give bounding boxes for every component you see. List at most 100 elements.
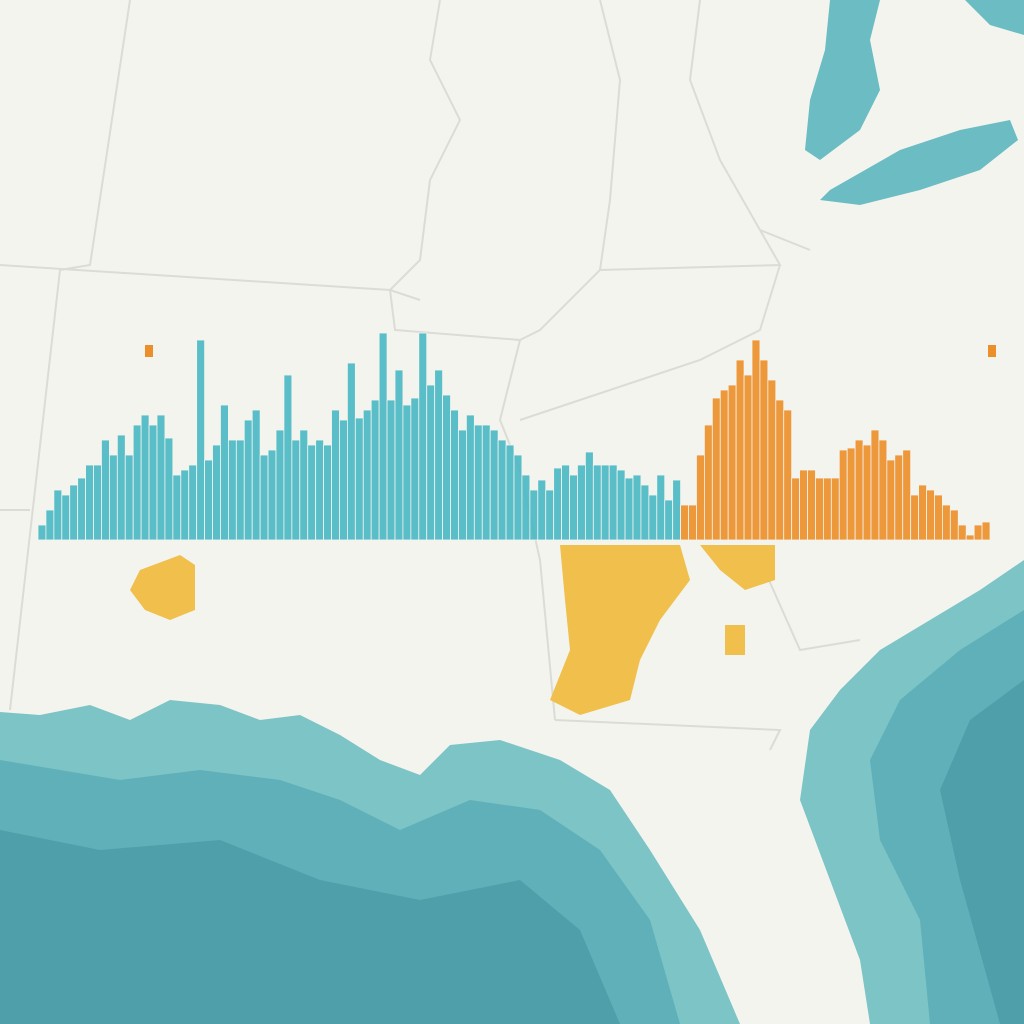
bar	[862, 444, 872, 541]
bar	[116, 434, 126, 541]
bar	[386, 399, 396, 541]
bar	[124, 454, 134, 541]
bar	[259, 454, 269, 541]
bar	[592, 464, 602, 541]
bar	[815, 477, 824, 541]
bar	[307, 444, 317, 541]
bar	[434, 369, 443, 541]
bar	[807, 469, 816, 541]
bar	[346, 362, 356, 541]
bar	[569, 474, 578, 541]
bar	[426, 384, 436, 541]
bar	[751, 339, 761, 541]
bar	[497, 439, 507, 541]
bar	[212, 444, 221, 541]
bar	[69, 484, 79, 541]
bar	[799, 469, 808, 541]
bar	[767, 379, 777, 541]
state-borders	[0, 0, 861, 751]
bar	[339, 419, 348, 541]
bar	[418, 332, 428, 541]
bar	[61, 494, 71, 541]
bar	[878, 439, 888, 541]
bar	[854, 439, 864, 541]
bar	[204, 459, 213, 541]
bar	[458, 429, 467, 541]
bar	[227, 439, 237, 541]
bar	[656, 474, 666, 541]
bar	[870, 429, 880, 541]
bar	[688, 504, 697, 541]
bar	[354, 417, 364, 541]
bar	[93, 464, 102, 541]
bar	[775, 399, 785, 541]
bar	[791, 477, 801, 541]
bar	[323, 444, 332, 541]
bar	[894, 454, 904, 541]
bar	[910, 494, 920, 541]
bar	[711, 397, 721, 541]
bar	[664, 499, 674, 541]
bar	[537, 479, 547, 541]
bar	[886, 459, 896, 541]
bar	[640, 484, 650, 541]
bar	[783, 409, 793, 541]
bar	[394, 369, 404, 541]
bar	[577, 464, 586, 541]
bar	[513, 454, 523, 541]
bar	[696, 454, 705, 541]
bar	[140, 414, 150, 541]
bar	[315, 439, 324, 541]
bar	[949, 509, 959, 541]
bar	[735, 359, 745, 541]
bar	[37, 524, 47, 541]
bar	[299, 429, 309, 541]
bar	[846, 447, 856, 541]
bar	[600, 464, 610, 541]
bar	[743, 374, 753, 541]
bar	[362, 409, 372, 541]
bar	[442, 394, 451, 541]
bar	[164, 437, 174, 541]
bar	[235, 439, 245, 541]
bar	[132, 424, 142, 541]
bar	[243, 419, 253, 541]
bar	[53, 489, 63, 541]
bar	[378, 332, 388, 541]
bar	[672, 479, 682, 541]
bar	[148, 424, 158, 541]
bar	[680, 504, 689, 541]
bar	[902, 449, 912, 541]
bar	[196, 339, 206, 541]
bar	[719, 389, 729, 541]
bar	[624, 477, 634, 541]
bar	[172, 474, 182, 541]
bar	[918, 484, 927, 541]
bar	[370, 399, 380, 541]
bar	[450, 409, 459, 541]
bar	[188, 464, 198, 541]
bar	[465, 414, 475, 541]
bar	[267, 449, 277, 541]
bar	[331, 409, 340, 541]
bar	[156, 414, 166, 541]
bar	[473, 424, 483, 541]
bar	[481, 424, 491, 541]
bar	[251, 409, 261, 541]
bar	[545, 489, 555, 541]
marker	[145, 345, 153, 357]
bar	[934, 494, 943, 541]
bar	[926, 489, 935, 541]
bar	[973, 524, 983, 541]
bar	[291, 439, 301, 541]
bar	[957, 524, 967, 541]
bar	[275, 429, 285, 541]
bar	[489, 429, 499, 541]
yellow-clusters	[130, 545, 775, 715]
bar	[616, 469, 626, 541]
bar	[553, 467, 563, 541]
bar	[561, 464, 570, 541]
